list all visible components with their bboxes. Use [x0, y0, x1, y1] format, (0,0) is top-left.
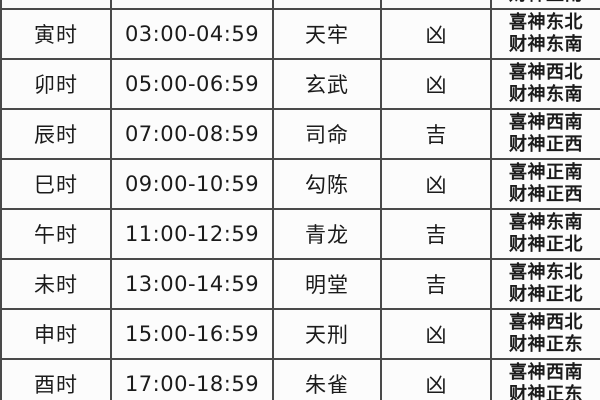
- cell-time-range: 01:00-02:59: [110, 0, 274, 10]
- cell-duty-star: 明堂: [272, 258, 382, 310]
- cell-luck-omen: 凶: [380, 8, 492, 60]
- cell-time-range: 17:00-18:59: [110, 358, 274, 400]
- cell-duty-star: 朱雀: [272, 358, 382, 400]
- cell-duty-star: 天刑: [272, 308, 382, 360]
- cell-time-range: 05:00-06:59: [110, 58, 274, 110]
- direction-joy-god: 喜神东北: [509, 12, 583, 34]
- cell-hour-branch: 丑时: [0, 0, 112, 10]
- direction-wealth-god: 财神正东: [509, 384, 583, 400]
- table-row: 未时 13:00-14:59 明堂吉喜神东北 财神正北: [0, 258, 600, 310]
- cell-hour-branch: 酉时: [0, 358, 112, 400]
- cell-hour-branch: 申时: [0, 308, 112, 360]
- table-row: 丑时01:00-02:59天刑凶喜神正南财神正南: [0, 0, 600, 10]
- direction-wealth-god: 财神正北: [509, 284, 583, 305]
- cell-directions: 喜神东北 财神东南: [490, 8, 600, 60]
- cell-hour-branch: 午时: [0, 208, 112, 260]
- cell-directions: 喜神西南 财神正西: [490, 108, 600, 160]
- cell-duty-star: 天刑: [272, 0, 382, 10]
- cell-hour-branch: 卯时: [0, 58, 112, 110]
- direction-wealth-god: 财神东南: [509, 84, 583, 105]
- cell-directions: 喜神西北 财神正东: [490, 308, 600, 360]
- cell-time-range: 13:00-14:59: [110, 258, 274, 310]
- direction-joy-god: 喜神正南: [509, 162, 583, 184]
- cell-hour-branch: 巳时: [0, 158, 112, 210]
- table-row: 卯时 05:00-06:59 玄武凶喜神西北 财神东南: [0, 58, 600, 110]
- cell-time-range: 11:00-12:59: [110, 208, 274, 260]
- table-row: 辰时 07:00-08:59 司命吉喜神西南 财神正西: [0, 108, 600, 160]
- cell-duty-star: 司命: [272, 108, 382, 160]
- cell-hour-branch: 寅时: [0, 8, 112, 60]
- table-row: 申时 15:00-16:59 天刑凶喜神西北 财神正东: [0, 308, 600, 360]
- direction-joy-god: 喜神东北: [509, 262, 583, 284]
- cell-time-range: 15:00-16:59: [110, 308, 274, 360]
- cell-directions: 喜神西北 财神东南: [490, 58, 600, 110]
- cell-time-range: 03:00-04:59: [110, 8, 274, 60]
- cell-duty-star: 天牢: [272, 8, 382, 60]
- cell-hour-branch: 未时: [0, 258, 112, 310]
- cell-directions: 喜神东北 财神正北: [490, 258, 600, 310]
- cell-luck-omen: 凶: [380, 0, 492, 10]
- direction-wealth-god: 财神正西: [509, 184, 583, 205]
- direction-joy-god: 喜神西北: [509, 62, 583, 84]
- direction-joy-god: 喜神西南: [509, 112, 583, 134]
- direction-joy-god: 喜神东南: [509, 212, 583, 234]
- cell-luck-omen: 吉: [380, 258, 492, 310]
- table-row: 午时 11:00-12:59 青龙吉喜神东南 财神正北: [0, 208, 600, 260]
- cell-time-range: 07:00-08:59: [110, 108, 274, 160]
- cell-luck-omen: 凶: [380, 308, 492, 360]
- cell-luck-omen: 吉: [380, 208, 492, 260]
- cell-luck-omen: 凶: [380, 358, 492, 400]
- table-row: 酉时 17:00-18:59 朱雀凶喜神西南 财神正东: [0, 358, 600, 400]
- cell-duty-star: 勾陈: [272, 158, 382, 210]
- cell-luck-omen: 凶: [380, 158, 492, 210]
- cell-directions: 喜神正南 财神正西: [490, 158, 600, 210]
- cell-directions: 喜神东南 财神正北: [490, 208, 600, 260]
- direction-wealth-god: 财神正西: [509, 134, 583, 155]
- cell-hour-branch: 辰时: [0, 108, 112, 160]
- table-row: 寅时 03:00-04:59 天牢凶喜神东北 财神东南: [0, 8, 600, 60]
- direction-wealth-god: 财神正南: [492, 0, 600, 6]
- cell-time-range: 09:00-10:59: [110, 158, 274, 210]
- cell-directions: 喜神西南 财神正东: [490, 358, 600, 400]
- cell-directions: 喜神正南财神正南: [490, 0, 600, 10]
- direction-wealth-god: 财神正北: [509, 234, 583, 255]
- direction-joy-god: 喜神西北: [509, 312, 583, 334]
- cell-luck-omen: 吉: [380, 108, 492, 160]
- direction-joy-god: 喜神西南: [509, 362, 583, 384]
- table-row: 巳时 09:00-10:59 勾陈凶喜神正南 财神正西: [0, 158, 600, 210]
- cell-duty-star: 青龙: [272, 208, 382, 260]
- cell-duty-star: 玄武: [272, 58, 382, 110]
- direction-wealth-god: 财神正东: [509, 334, 583, 355]
- cell-luck-omen: 凶: [380, 58, 492, 110]
- direction-wealth-god: 财神东南: [509, 34, 583, 55]
